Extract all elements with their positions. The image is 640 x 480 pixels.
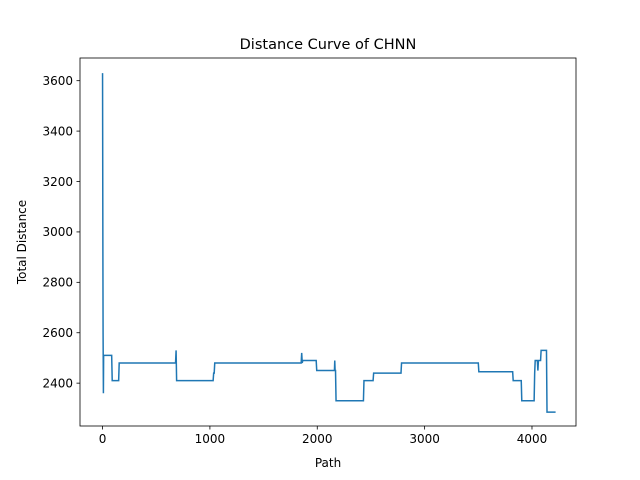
x-tick-label: 0	[99, 432, 107, 446]
y-tick-label: 3400	[42, 124, 73, 138]
y-tick-label: 3200	[42, 175, 73, 189]
axes-frame	[79, 57, 577, 427]
chart-title: Distance Curve of CHNN	[240, 37, 417, 53]
series-line-0	[101, 73, 556, 413]
y-tick-label: 2400	[42, 376, 73, 390]
x-tick-label: 4000	[517, 432, 548, 446]
x-tick-label: 2000	[302, 432, 333, 446]
y-tick-label: 2600	[42, 326, 73, 340]
y-tick-label: 3000	[42, 225, 73, 239]
y-tick-label: 2800	[42, 276, 73, 290]
x-tick-label: 3000	[409, 432, 440, 446]
y-tick-label: 3600	[42, 74, 73, 88]
x-axis-title: Path	[315, 456, 341, 470]
x-tick-label: 1000	[195, 432, 226, 446]
y-axis-title: Total Distance	[15, 200, 29, 285]
plot-area: 0 1000 2000 3000 4000 2400 2600 2800 3000 3200 340…	[42, 57, 577, 446]
